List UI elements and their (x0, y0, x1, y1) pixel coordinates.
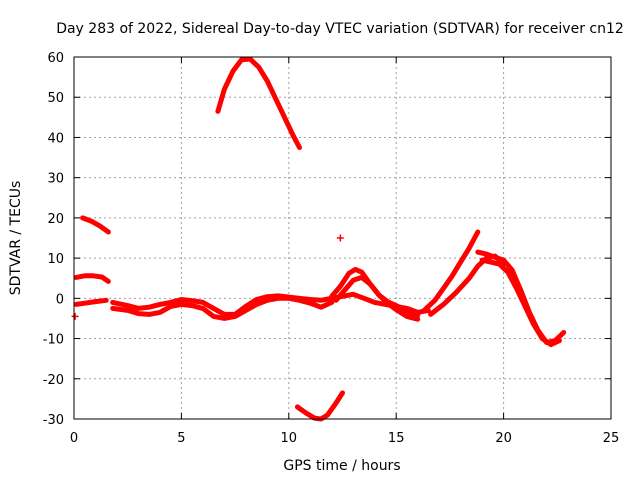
x-tick-label: 0 (70, 431, 78, 446)
y-axis-title: SDTVAR / TECUs (8, 181, 24, 296)
tick-labels: 0 5 10 15 20 25 -30 -20 -10 0 10 20 30 40 50 60 (43, 51, 620, 446)
x-tick-label: 15 (388, 431, 405, 446)
series-arc-bump-13b (333, 274, 421, 322)
y-tick-label: -10 (43, 333, 64, 348)
y-tick-label: 10 (47, 252, 64, 267)
y-tick-label: -20 (43, 373, 64, 388)
y-tick-label: 40 (47, 131, 64, 146)
chart-title: Day 283 of 2022, Sidereal Day-to-day VTE… (56, 21, 624, 37)
x-tick-label: 25 (603, 431, 620, 446)
axis-ticks (73, 56, 612, 420)
series-arc-early-0 (73, 297, 109, 307)
y-tick-label: 50 (47, 91, 64, 106)
x-tick-label: 10 (281, 431, 298, 446)
data-point (71, 312, 79, 320)
data-series (71, 56, 567, 422)
y-tick-label: -30 (43, 413, 64, 428)
series-arc-peak-19b (479, 257, 562, 348)
series-arc-rise-18 (421, 229, 481, 313)
y-tick-label: 20 (47, 212, 64, 227)
x-tick-label: 5 (177, 431, 185, 446)
series-arc-main-2 (110, 295, 335, 321)
x-axis-title: GPS time / hours (283, 458, 400, 474)
series-arc-high-peak (215, 56, 302, 150)
y-tick-label: 30 (47, 172, 64, 187)
series-arc-early-5 (73, 273, 111, 284)
series-arc-low-dip (294, 390, 345, 422)
y-tick-label: 60 (47, 51, 64, 66)
data-point (336, 234, 344, 242)
grid (74, 57, 611, 419)
series-arc-main-1 (110, 291, 431, 317)
x-tick-label: 20 (495, 431, 512, 446)
plot-frame (73, 56, 612, 420)
y-tick-label: 0 (56, 292, 64, 307)
series-arc-early-20 (80, 215, 111, 235)
